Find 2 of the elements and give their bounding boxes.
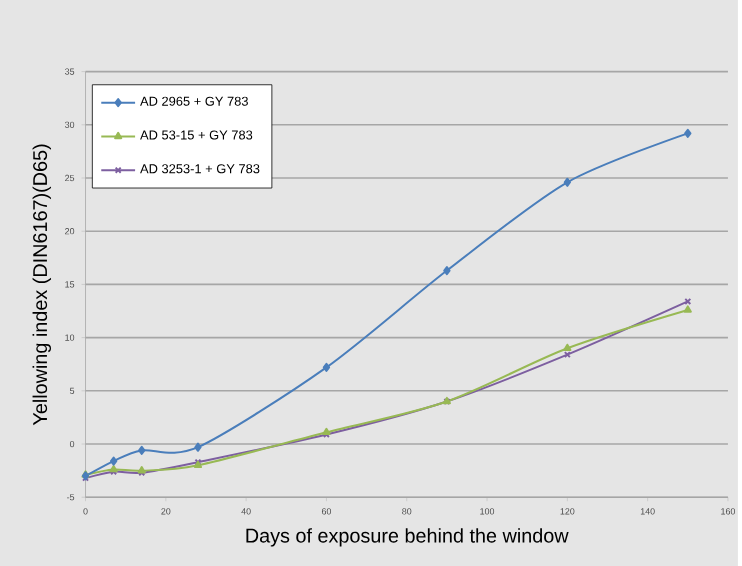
x-axis-title: Days of exposure behind the window bbox=[246, 527, 569, 547]
y-axis-title: Yellowing index (DIN6167)(D65) bbox=[32, 144, 52, 425]
